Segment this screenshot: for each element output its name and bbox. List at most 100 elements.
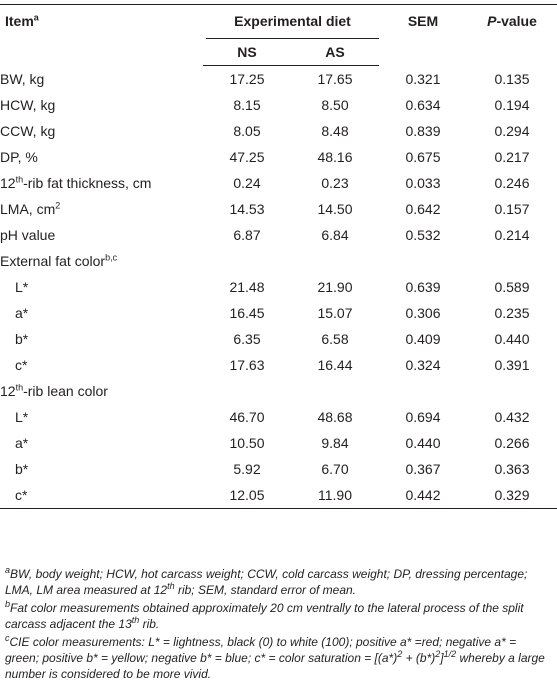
cell-sem: 0.639: [405, 279, 441, 295]
cell-as: 48.68: [317, 409, 353, 425]
cell-sem: 0.321: [405, 70, 441, 87]
cell-sem: 0.532: [405, 227, 441, 243]
cell-ns: 10.50: [229, 435, 265, 451]
table-row: CCW, kg 8.05 8.48 0.839 0.294: [0, 118, 557, 144]
cell-ns: 17.63: [229, 357, 265, 373]
cell-ns: 17.25: [229, 71, 265, 87]
header-ns: NS: [203, 39, 291, 66]
cell-as: 16.44: [317, 357, 353, 373]
row-label: CCW, kg: [0, 123, 56, 139]
cell-p: 0.432: [494, 409, 530, 425]
header-sem: SEM: [407, 13, 439, 29]
row-label: a*: [15, 435, 29, 451]
cell-p: 0.266: [494, 435, 530, 451]
cell-ns: 6.35: [233, 331, 261, 347]
cell-p: 0.329: [467, 482, 557, 509]
table-row: pH value 6.87 6.84 0.532 0.214: [0, 222, 557, 248]
row-label: HCW, kg: [0, 97, 56, 113]
table-row: c* 17.63 16.44 0.324 0.391: [0, 352, 557, 378]
cell-ns: 6.87: [233, 227, 261, 243]
table-row: b* 5.92 6.70 0.367 0.363: [0, 456, 557, 482]
table-row: c* 12.05 11.90 0.442 0.329: [0, 482, 557, 509]
section-label: 12th-rib lean color: [0, 382, 108, 399]
data-table: Itema Experimental diet SEM P-value NS A…: [0, 4, 557, 509]
top-rule: [0, 4, 557, 5]
table-row: a* 10.50 9.84 0.440 0.266: [0, 430, 557, 456]
cell-sem: 0.634: [405, 97, 441, 113]
table-body: BW, kg 17.25 17.65 0.321 0.135 HCW, kg 8.15 8.5…: [0, 66, 557, 509]
cell-sem: 0.033: [405, 175, 441, 191]
cell-p: 0.135: [494, 70, 530, 87]
cell-p: 0.235: [494, 305, 530, 321]
table-row: L* 21.48 21.90 0.639 0.589: [0, 274, 557, 300]
header-as: AS: [291, 39, 379, 66]
cell-as: 14.50: [317, 201, 353, 217]
cell-ns: 8.15: [233, 97, 261, 113]
section-label: External fat colorb,c: [0, 252, 118, 269]
cell-sem: 0.839: [405, 123, 441, 139]
cell-as: 21.90: [317, 279, 353, 295]
section-row: 12th-rib lean color: [0, 378, 557, 404]
row-label: b*: [15, 461, 29, 477]
cell-ns: 0.24: [233, 175, 261, 191]
table-row: HCW, kg 8.15 8.50 0.634 0.194: [0, 92, 557, 118]
cell-p: 0.294: [494, 123, 530, 139]
table-row: L* 46.70 48.68 0.694 0.432: [0, 404, 557, 430]
header-row-2: NS AS: [0, 39, 557, 66]
row-label: a*: [15, 305, 29, 321]
row-label: b*: [15, 331, 29, 347]
row-label: 12th-rib fat thickness, cm: [0, 174, 152, 191]
row-label: L*: [15, 279, 29, 295]
cell-as: 6.58: [321, 331, 349, 347]
cell-ns: 5.92: [233, 461, 261, 477]
cell-sem: 0.409: [405, 331, 441, 347]
cell-as: 11.90: [291, 482, 379, 509]
table-row: b* 6.35 6.58 0.409 0.440: [0, 326, 557, 352]
row-label: DP, %: [0, 149, 38, 165]
cell-ns: 47.25: [229, 149, 265, 165]
cell-as: 17.65: [317, 71, 353, 87]
cell-as: 48.16: [317, 149, 353, 165]
cell-ns: 12.05: [203, 482, 291, 509]
row-label: c*: [0, 482, 203, 509]
row-label: c*: [15, 357, 28, 373]
cell-ns: 16.45: [229, 305, 265, 321]
cell-sem: 0.675: [405, 149, 441, 165]
cell-sem: 0.440: [405, 435, 441, 451]
cell-sem: 0.442: [379, 482, 467, 509]
row-label: L*: [15, 409, 29, 425]
cell-p: 0.157: [494, 201, 530, 217]
table-row: a* 16.45 15.07 0.306 0.235: [0, 300, 557, 326]
footnote-b: bFat color measurements obtained approxi…: [5, 599, 524, 632]
header-item: Itema: [5, 12, 39, 29]
cell-sem: 0.694: [405, 409, 441, 425]
cell-ns: 14.53: [229, 201, 265, 217]
cell-as: 8.50: [321, 97, 349, 113]
cell-sem: 0.306: [405, 305, 441, 321]
cell-as: 9.84: [321, 435, 349, 451]
cell-as: 6.84: [321, 227, 349, 243]
cell-sem: 0.367: [405, 461, 441, 477]
table-row: LMA, cm2 14.53 14.50 0.642 0.157: [0, 196, 557, 222]
cell-ns: 46.70: [229, 409, 265, 425]
row-label: BW, kg: [0, 70, 45, 87]
cell-p: 0.363: [494, 461, 530, 477]
header-row-1: Itema Experimental diet SEM P-value: [0, 4, 557, 39]
table-row: 12th-rib fat thickness, cm 0.24 0.23 0.033 0…: [0, 170, 557, 196]
header-experimental-diet: Experimental diet: [203, 4, 379, 39]
cell-as: 8.48: [321, 123, 349, 139]
cell-p: 0.589: [494, 279, 530, 295]
cell-p: 0.217: [494, 149, 530, 165]
cell-as: 6.70: [321, 461, 349, 477]
cell-sem: 0.642: [405, 201, 441, 217]
footnotes: aBW, body weight; HCW, hot carcass weigh…: [5, 566, 553, 684]
footnote-a: aBW, body weight; HCW, hot carcass weigh…: [5, 565, 528, 598]
cell-p: 0.440: [494, 331, 530, 347]
section-row: External fat colorb,c: [0, 248, 557, 274]
row-label: LMA, cm2: [0, 200, 61, 217]
cell-ns: 21.48: [229, 279, 265, 295]
cell-p: 0.194: [494, 97, 530, 113]
cell-as: 0.23: [321, 175, 349, 191]
table-row: DP, % 47.25 48.16 0.675 0.217: [0, 144, 557, 170]
